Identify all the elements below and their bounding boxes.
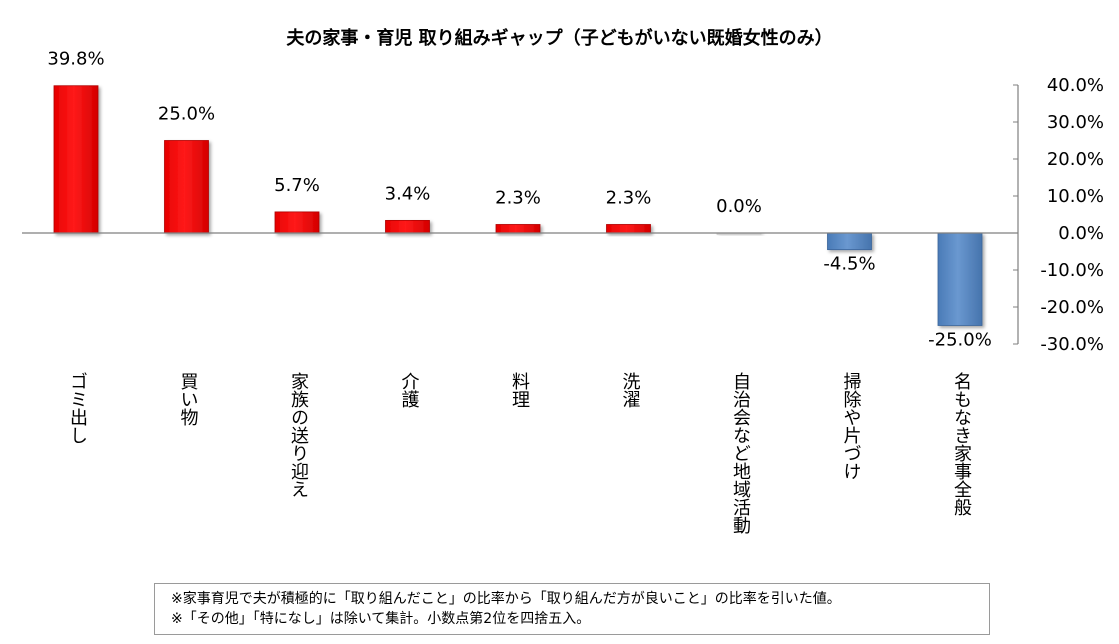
category-label-7: 自治会など地域活動 bbox=[730, 372, 751, 534]
value-label-5: 2.3% bbox=[495, 187, 541, 208]
bar-5 bbox=[495, 224, 541, 234]
value-label-4: 3.4% bbox=[385, 183, 431, 204]
bar-3 bbox=[274, 211, 320, 234]
bar-1 bbox=[53, 85, 99, 234]
value-label-8: -4.5% bbox=[823, 254, 875, 275]
y-tick-label-8: -30.0% bbox=[1040, 334, 1104, 355]
y-tick-label-1: 40.0% bbox=[1047, 75, 1104, 96]
bar-6 bbox=[606, 224, 651, 234]
category-label-6: 洗濯 bbox=[619, 372, 641, 408]
category-label-5: 料理 bbox=[509, 372, 530, 408]
y-tick-label-3: 20.0% bbox=[1047, 149, 1104, 170]
value-label-7: 0.0% bbox=[716, 196, 762, 217]
value-label-6: 2.3% bbox=[606, 187, 652, 208]
value-label-3: 5.7% bbox=[274, 175, 320, 196]
y-tick-label-2: 30.0% bbox=[1047, 112, 1104, 133]
category-label-2: 買い物 bbox=[177, 372, 199, 426]
bar-4 bbox=[385, 220, 430, 234]
bar-9 bbox=[937, 232, 983, 326]
footnote-line-2: ※「その他」「特になし」は除いて集計。小数点第2位を四捨五入。 bbox=[171, 611, 591, 627]
footnote-box: ※家事育児で夫が積極的に「取り組んだこと」の比率から「取り組んだ方が良いこと」の… bbox=[154, 583, 990, 635]
category-label-3: 家族の送り迎え bbox=[288, 372, 309, 498]
chart-title: 夫の家事・育児 取り組みギャップ（子どもがいない既婚女性のみ） bbox=[286, 28, 833, 49]
bar-8 bbox=[827, 232, 872, 251]
value-label-2: 25.0% bbox=[158, 104, 215, 125]
y-tick-label-6: -10.0% bbox=[1040, 260, 1104, 281]
category-label-4: 介護 bbox=[398, 372, 420, 408]
value-label-1: 39.8% bbox=[47, 49, 104, 70]
y-tick-label-5: 0.0% bbox=[1058, 223, 1104, 244]
y-tick-label-7: -20.0% bbox=[1040, 297, 1104, 318]
category-label-9: 名もなき家事全般 bbox=[951, 372, 972, 516]
value-label-9: -25.0% bbox=[928, 330, 992, 351]
bar-2 bbox=[164, 140, 209, 234]
category-label-1: ゴミ出し bbox=[67, 372, 88, 444]
category-label-8: 掃除や片づけ bbox=[840, 372, 862, 480]
footnote-line-1: ※家事育児で夫が積極的に「取り組んだこと」の比率から「取り組んだ方が良いこと」の… bbox=[171, 591, 841, 607]
y-tick-label-4: 10.0% bbox=[1047, 186, 1104, 207]
bar-chart: 39.8% 25.0% 5.7% 3.4% 2.3% 2.3% 0.0% -4.5% -25.0… bbox=[22, 49, 1104, 355]
